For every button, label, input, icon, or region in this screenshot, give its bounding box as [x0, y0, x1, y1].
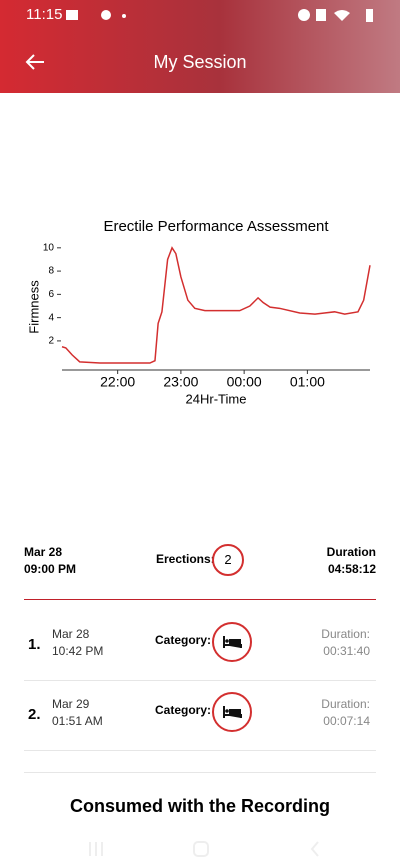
- session-time: 09:00 PM: [24, 562, 77, 576]
- y-tick-label: 8: [48, 266, 54, 277]
- row-duration-label: Duration:: [321, 697, 370, 711]
- divider: [24, 772, 376, 773]
- footer-title: Consumed with the Recording: [69, 796, 330, 816]
- row-date: Mar 28: [52, 627, 90, 641]
- y-tick-label: 2: [48, 336, 54, 347]
- row-index: 2.: [28, 706, 41, 723]
- row-time: 10:42 PM: [52, 644, 104, 658]
- y-axis-label: Firmness: [26, 280, 41, 334]
- data-line: [61, 246, 371, 364]
- x-tick-label: 00:00: [227, 374, 262, 390]
- duration-value: 04:58:12: [327, 562, 376, 576]
- divider: [24, 599, 376, 600]
- row-start: Mar 28 10:42 PM: [52, 626, 103, 660]
- status-time: 11:15: [26, 6, 63, 23]
- erections-label: Erections:: [156, 552, 215, 566]
- row-duration: Duration: 00:07:14: [321, 696, 370, 730]
- x-tick-label: 23:00: [163, 374, 198, 390]
- row-start: Mar 29 01:51 AM: [52, 696, 103, 730]
- bed-icon: [223, 636, 242, 648]
- row-duration: Duration: 00:31:40: [321, 626, 370, 660]
- x-axis-label: 24Hr-Time: [186, 391, 247, 406]
- header-title: My Session: [153, 52, 247, 72]
- erection-row[interactable]: 1. Mar 28 10:42 PM Category: Duration: 0…: [24, 610, 376, 681]
- back-button[interactable]: [24, 52, 46, 72]
- session-duration: Duration 04:58:12: [327, 544, 376, 578]
- row-duration-value: 00:31:40: [323, 644, 370, 658]
- bed-icon: [223, 706, 242, 718]
- status-icons: [66, 10, 126, 20]
- row-duration-value: 00:07:14: [323, 714, 370, 728]
- row-index: 1.: [28, 636, 41, 653]
- duration-label: Duration: [326, 545, 376, 559]
- erections-count: 2: [212, 544, 244, 576]
- row-time: 01:51 AM: [52, 714, 103, 728]
- category-label: Category:: [155, 703, 212, 717]
- y-tick-label: 4: [48, 312, 54, 323]
- category-icon[interactable]: [212, 622, 252, 662]
- chart: Erectile Performance Assessment 24Hr-Tim…: [26, 218, 371, 406]
- row-duration-label: Duration:: [321, 627, 370, 641]
- erection-row[interactable]: 2. Mar 29 01:51 AM Category: Duration: 0…: [24, 680, 376, 751]
- row-date: Mar 29: [52, 697, 90, 711]
- chart-title: Erectile Performance Assessment: [103, 218, 329, 235]
- x-tick-label: 01:00: [290, 374, 325, 390]
- category-label: Category:: [155, 633, 212, 647]
- nav-bar: [89, 841, 319, 857]
- y-tick-label: 10: [43, 242, 55, 253]
- app-bar: 11:15 My Session: [0, 0, 400, 93]
- status-icons-right: [298, 9, 373, 22]
- category-icon[interactable]: [212, 692, 252, 732]
- x-tick-label: 22:00: [100, 374, 135, 390]
- session-start: Mar 28 09:00 PM: [24, 544, 76, 578]
- session-date: Mar 28: [24, 545, 63, 559]
- y-tick-label: 6: [48, 289, 54, 300]
